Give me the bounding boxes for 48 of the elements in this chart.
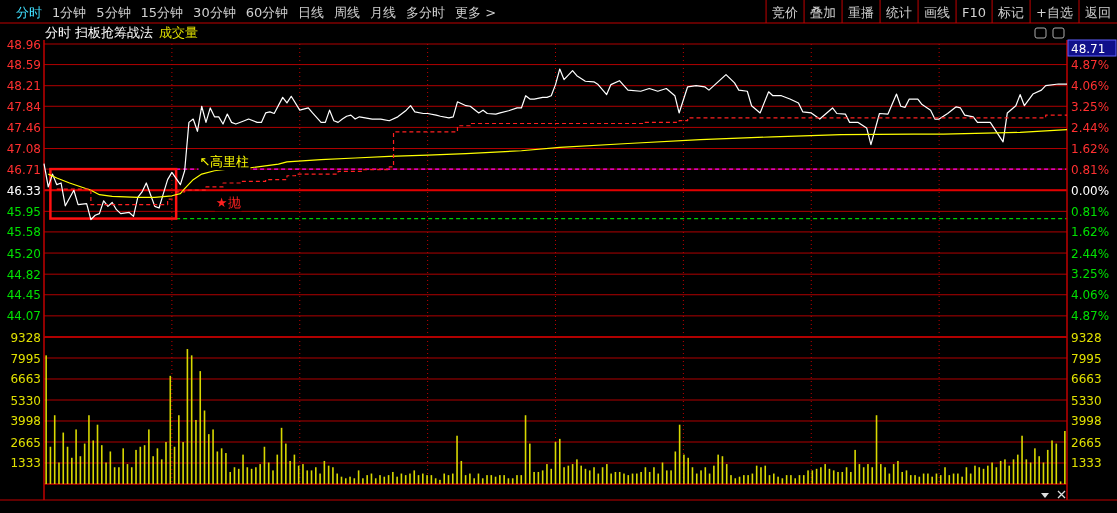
y2-tick-label: 7995 — [1071, 351, 1102, 366]
y2-tick-label: 2.44% — [1071, 246, 1110, 261]
y2-tick-label: 2665 — [1071, 435, 1102, 450]
y-tick-label: 6663 — [10, 372, 41, 387]
y-tick-label: 48.96 — [6, 37, 41, 52]
y2-tick-label: 1333 — [1071, 456, 1102, 471]
chart-title: 分时 扫板抢筹战法 — [45, 25, 154, 40]
y-tick-label: 1333 — [10, 456, 41, 471]
y2-tick-label: 4.87% — [1071, 309, 1110, 324]
y2-tick-label: 4.87% — [1071, 58, 1110, 73]
y2-tick-label: 3.25% — [1071, 100, 1110, 115]
toolbar: 分时 1分钟 5分钟 15分钟 30分钟 60分钟 日线 周线 月线 多分时 更多 > 竞价 叠加 重播 统计 画线 F10 标记 +自选 返回 — [0, 0, 1117, 24]
y-tick-label: 48.59 — [6, 58, 41, 73]
y2-tick-label: 5330 — [1071, 393, 1102, 408]
y2-tick-label: 4.06% — [1071, 288, 1110, 303]
line-series — [43, 68, 1068, 221]
y-tick-label: 45.58 — [6, 225, 41, 240]
y2-tick-label: 2.44% — [1071, 120, 1110, 135]
y2-tick-label: 0.81% — [1071, 162, 1110, 177]
y-tick-label: 46.71 — [6, 162, 41, 177]
chart-subtitle: 成交量 — [159, 25, 199, 40]
y-tick-label: 5330 — [10, 393, 41, 408]
y-tick-label: 9328 — [10, 330, 41, 345]
y-tick-label: 3998 — [10, 414, 41, 429]
y-tick-label: 47.84 — [6, 99, 41, 114]
y-tick-label: 44.82 — [6, 267, 41, 282]
y2-tick-label: 6663 — [1071, 372, 1102, 387]
y-tick-label: 46.33 — [6, 183, 41, 198]
y-tick-label: 45.95 — [6, 204, 41, 219]
y2-tick-label: 1.62% — [1071, 142, 1110, 157]
y-tick-label: 2665 — [10, 435, 41, 450]
y2-tick-label: 3.25% — [1071, 267, 1110, 282]
y2-tick-label: 0.00% — [1071, 183, 1110, 198]
y-tick-label: 47.08 — [6, 142, 41, 157]
y2-tick-label: 9328 — [1071, 330, 1102, 345]
y2-tick-label: 4.06% — [1071, 79, 1110, 94]
y-tick-label: 44.45 — [6, 288, 41, 303]
y-tick-label: 44.07 — [6, 309, 41, 324]
y-tick-label: 7995 — [10, 351, 41, 366]
annotation: ↖高里柱 — [199, 154, 250, 170]
y2-tick-label: 0.81% — [1071, 204, 1110, 219]
y2-tick-label: 1.62% — [1071, 225, 1110, 240]
annotation: ★抛 — [215, 195, 241, 211]
y2-tick-label: 3998 — [1071, 414, 1102, 429]
text: 48.71 — [1071, 41, 1106, 56]
y-tick-label: 45.20 — [6, 246, 41, 261]
y-tick-label: 48.21 — [6, 79, 41, 94]
y-tick-label: 47.46 — [6, 120, 41, 135]
